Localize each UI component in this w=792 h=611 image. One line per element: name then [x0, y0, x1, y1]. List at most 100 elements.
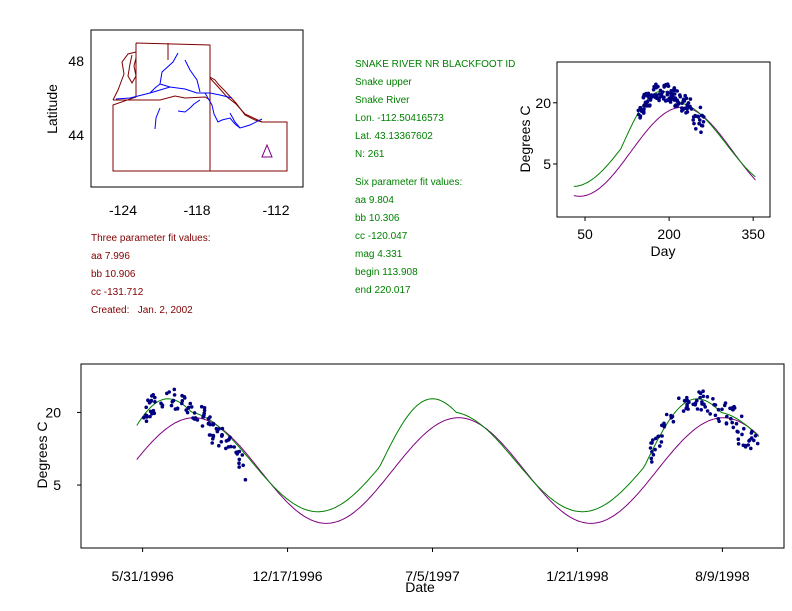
day-data-point [675, 98, 679, 102]
date-data-point [220, 434, 224, 438]
date-data-point [734, 421, 739, 426]
three-param-heading: Three parameter fit values: [91, 233, 211, 244]
date-data-point [180, 399, 185, 403]
station-lon: Lon. -112.50416573 [355, 113, 444, 124]
day-data-point [691, 118, 695, 122]
six-param-line: end 220.017 [355, 285, 411, 296]
date-data-point [720, 407, 724, 412]
date-data-point [206, 421, 211, 426]
date-data-point [232, 445, 236, 449]
date-data-point [153, 400, 157, 404]
date-data-point [741, 443, 746, 448]
day-data-point [641, 95, 646, 100]
date-data-point [142, 415, 146, 420]
date-data-point [713, 413, 718, 418]
date-data-point [723, 401, 728, 405]
date-data-point [648, 446, 653, 450]
state-borders [112, 42, 288, 172]
six-param-timeseries [136, 398, 759, 513]
six-param-line: bb 10.306 [355, 213, 400, 224]
station-n: N: 261 [355, 149, 385, 160]
date-data-point [210, 441, 214, 445]
day-ytick: 20 [535, 95, 551, 111]
day-data-point [645, 99, 650, 104]
date-data-point [148, 414, 152, 419]
day-data-point [662, 83, 666, 88]
date-data-point [649, 456, 654, 461]
date-chart-marks: 5/31/1996 12/17/1996 7/5/1997 1/21/1998 8/9/… [45, 387, 760, 584]
date-data-point [650, 441, 654, 445]
date-data-point [730, 420, 734, 425]
day-data-point [661, 97, 666, 101]
day-data-point [678, 93, 682, 97]
date-data-point [703, 405, 707, 409]
day-data-point [696, 115, 701, 119]
date-data-point [697, 390, 701, 394]
day-data-point [654, 93, 659, 97]
date-data-point [712, 402, 716, 407]
day-data-point [694, 127, 698, 131]
day-data-point [665, 92, 670, 97]
date-data-point [749, 446, 753, 451]
day-xtick: 200 [657, 226, 681, 242]
day-data-point [698, 118, 702, 122]
station-name: SNAKE RIVER NR BLACKFOOT ID [355, 59, 515, 70]
date-data-point [226, 445, 231, 449]
date-data-point [165, 391, 169, 396]
date-data-point [650, 460, 654, 464]
date-data-point [173, 407, 178, 411]
day-data-point [642, 110, 646, 114]
date-data-point [662, 424, 666, 429]
three-param-text: Three parameter fit values: aa 7.996 bb … [91, 233, 211, 316]
date-ytick: 5 [53, 477, 61, 493]
day-xtick: 350 [742, 226, 766, 242]
date-data-point [685, 395, 689, 400]
six-param-line: aa 9.804 [355, 195, 394, 206]
or-wa-border [113, 95, 211, 101]
date-data-point [202, 413, 206, 418]
day-data-point [669, 89, 673, 93]
day-data-point [697, 121, 702, 126]
day-data-point [683, 93, 687, 98]
date-data-point [185, 410, 190, 415]
date-data-point [736, 442, 741, 446]
date-data-point [716, 417, 721, 421]
date-data-point [693, 401, 698, 405]
date-xtick: 1/21/1998 [546, 568, 608, 584]
station-marker-triangle [261, 143, 273, 158]
three-param-line: cc -131.712 [91, 287, 144, 298]
date-data-point [214, 426, 219, 431]
date-data-point [169, 403, 174, 408]
day-xlabel: Day [651, 243, 676, 259]
date-data-point [144, 419, 149, 424]
date-data-point [170, 399, 175, 404]
six-param-line: mag 4.331 [355, 249, 403, 260]
day-data-point [642, 107, 646, 111]
day-data-point [668, 100, 673, 104]
date-data-point [747, 439, 751, 443]
columbia-upper [159, 52, 179, 88]
idaho-montana-border [209, 77, 263, 123]
date-data-point [701, 394, 706, 399]
date-data-point [144, 405, 148, 410]
day-ytick: 5 [543, 156, 551, 172]
date-data-point [149, 399, 153, 404]
date-xtick: 5/31/1996 [111, 568, 173, 584]
three-param-line: aa 7.996 [91, 251, 130, 262]
date-data-point [739, 414, 744, 419]
date-data-point [144, 413, 148, 418]
date-data-point [240, 453, 245, 457]
day-chart: 50 200 350 5 20 Day Degrees C [517, 61, 771, 259]
date-data-point [716, 407, 721, 412]
date-data-point [695, 407, 700, 411]
date-data-point [681, 409, 686, 413]
date-ytick: 20 [45, 404, 61, 420]
map-ytick: 44 [68, 127, 84, 143]
date-data-point [224, 446, 228, 451]
date-data-point [749, 431, 754, 435]
rivers [115, 52, 263, 130]
date-xtick: 8/9/1998 [695, 568, 750, 584]
day-data-point [689, 107, 694, 111]
date-data-point [755, 441, 760, 446]
